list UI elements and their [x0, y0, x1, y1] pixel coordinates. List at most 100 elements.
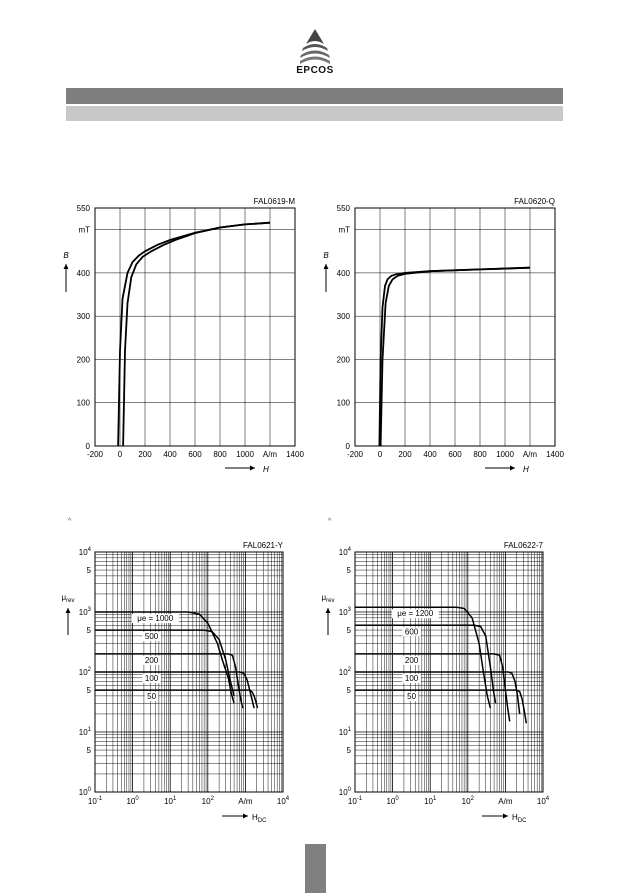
y-tick-label: 100 [77, 399, 91, 408]
series-line-500 [95, 629, 235, 697]
x-tick-label: 102 [202, 796, 215, 806]
series-label-bg [402, 655, 421, 665]
x-tick-label: A/m [523, 450, 538, 459]
plot-frame [354, 207, 556, 447]
y-tick-label: 200 [337, 355, 351, 364]
y-tick-label: 103 [339, 607, 352, 617]
x-tick-label: 1000 [236, 450, 254, 459]
series-label: 600 [405, 627, 419, 636]
caret-mark: ^ [328, 518, 332, 525]
x-tick-label: 800 [213, 450, 227, 459]
x-tick-label: A/m [238, 797, 253, 806]
x-tick-label: 400 [423, 450, 437, 459]
y-tick-label: 400 [77, 269, 91, 278]
x-tick-label: 800 [473, 450, 487, 459]
bh-curve-chart-fal0620: -200 0 200 400 600 800 1000 A/m 1400 0 100 200 300 40… [310, 196, 564, 486]
x-tick-label: 1400 [546, 450, 564, 459]
logo-wordmark: EPCOS [296, 65, 334, 76]
x-tick-label: 104 [277, 796, 290, 806]
series-label: 500 [145, 632, 159, 641]
series-line-600 [355, 624, 497, 704]
series-label-bg [131, 614, 179, 623]
series-line-1200 [355, 606, 492, 709]
y-tick-label: 104 [339, 547, 352, 557]
series-line-200 [355, 653, 511, 722]
plot-area: 10-1 100 101 102 A/m 1041005101510251035104μr… [322, 541, 550, 824]
y-axis-label: μrev [322, 593, 335, 604]
series-label-bg [402, 627, 421, 637]
y-axis-label: B [323, 251, 329, 260]
series-line-1000 [95, 611, 235, 704]
y-tick-label: 200 [77, 355, 91, 364]
series-line-1 [378, 266, 531, 447]
x-axis-arrow-head [243, 813, 248, 819]
x-tick-label: 100 [126, 796, 139, 806]
series-label-bg [142, 655, 161, 665]
figure-id: FAL0620-Q [514, 197, 555, 206]
y-tick-label: 100 [79, 787, 92, 797]
figure-id: FAL0619-M [254, 197, 296, 206]
x-tick-label: 100 [386, 796, 399, 806]
figure-id: FAL0622-7 [504, 541, 544, 550]
series-label: 50 [147, 692, 156, 701]
x-axis-arrow-head [250, 465, 255, 471]
y-tick-label: 550 [77, 204, 91, 213]
plot-area: -200 0 200 400 600 800 1000 A/m 1400010020030040… [323, 197, 564, 474]
y-axis-label: B [63, 251, 69, 260]
y-axis-arrow-head [325, 608, 331, 613]
permeability-chart-fal0622: 10-1 100 101 102 A/m 104 100 5 101 5 102 5 103 5 104 μr… [310, 540, 560, 830]
subheader-bar [66, 106, 563, 121]
series-label: 200 [405, 656, 419, 665]
series-line-1 [117, 221, 271, 447]
x-axis-label: H [263, 465, 269, 474]
y-tick-label: 0 [86, 442, 91, 451]
y-tick-label: 102 [79, 667, 92, 677]
page-tab [305, 844, 326, 893]
series-line-50 [355, 689, 528, 724]
series-label-bg [142, 632, 161, 642]
series-label: 200 [145, 656, 159, 665]
x-tick-label: A/m [263, 450, 278, 459]
series-line-100 [95, 671, 255, 709]
epcos-logo: EPCOS [288, 28, 342, 84]
y-tick-label: 0 [346, 442, 351, 451]
y-tick-label: 104 [79, 547, 92, 557]
y-tick-label: 400 [337, 269, 351, 278]
series-label: μe = 1200 [397, 609, 434, 618]
series-label: 50 [407, 692, 416, 701]
y-tick-label: 100 [337, 399, 351, 408]
x-tick-label: 600 [448, 450, 462, 459]
series-label-bg [404, 692, 419, 702]
y-tick-label: 102 [339, 667, 352, 677]
y-tick-label: 5 [87, 566, 92, 575]
header-bar [66, 88, 563, 104]
series-label-bg [142, 674, 161, 683]
x-tick-label: -200 [347, 450, 364, 459]
figure-id: FAL0621-Y [243, 541, 284, 550]
bh-curve-chart-fal0619: -200 0 200 400 600 800 1000 A/m 1400 0 100 200 300 40… [50, 196, 304, 486]
y-tick-label: 300 [77, 312, 91, 321]
x-tick-label: 10-1 [348, 796, 363, 806]
caret-mark: ^ [68, 518, 72, 525]
x-tick-label: 200 [138, 450, 152, 459]
series-label: 100 [145, 674, 159, 683]
x-axis-arrow-head [503, 813, 508, 819]
series-label-bg [391, 609, 439, 619]
y-axis-arrow-head [65, 608, 71, 613]
plot-area: -200 0 200 400 600 800 1000 A/m 1400010020030040… [63, 197, 304, 474]
y-tick-label: 5 [87, 626, 92, 635]
y-axis-label: μrev [62, 593, 75, 604]
y-tick-label: 103 [79, 607, 92, 617]
x-axis-label: HDC [252, 813, 267, 824]
x-tick-label: 600 [188, 450, 202, 459]
y-tick-label: 101 [79, 727, 92, 737]
x-tick-label: 400 [163, 450, 177, 459]
y-tick-label: 5 [347, 686, 352, 695]
series-label-bg [402, 674, 421, 683]
y-tick-label: 100 [339, 787, 352, 797]
series-line-2 [379, 266, 531, 447]
series-label-bg [144, 692, 159, 702]
y-unit-label: mT [338, 226, 350, 235]
x-tick-label: 104 [537, 796, 550, 806]
y-tick-label: 300 [337, 312, 351, 321]
